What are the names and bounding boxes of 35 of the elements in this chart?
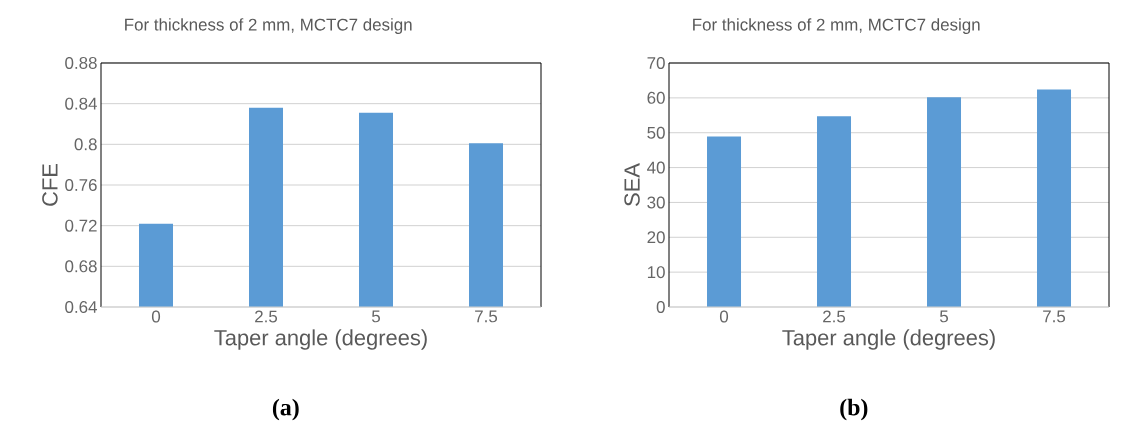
- y-tick-label: 60: [647, 91, 665, 104]
- y-tick-label: 20: [647, 231, 665, 244]
- bar: [707, 136, 742, 307]
- y-tick-label: 0.64: [65, 301, 97, 313]
- x-axis-title: Taper angle (degrees): [782, 329, 995, 350]
- y-tick-label: 0.68: [65, 260, 97, 273]
- text: (b): [840, 398, 868, 421]
- y-tick-label: 10: [647, 266, 665, 279]
- y-tick-label: 70: [647, 57, 665, 70]
- y-tick-label: 0.72: [65, 219, 97, 232]
- x-tick-label: 2.5: [255, 310, 278, 323]
- y-axis-title: CFE: [42, 164, 58, 206]
- x-tick-label: 5: [371, 310, 380, 323]
- x-tick-label: 7.5: [475, 310, 498, 323]
- y-tick-label: 0.88: [65, 57, 97, 69]
- bar: [927, 97, 962, 307]
- x-tick-label: 0: [151, 310, 161, 323]
- chart-title: For thickness of 2 mm, MCTC7 design: [693, 18, 980, 34]
- y-tick-label: 0.76: [65, 179, 97, 191]
- text: (a): [272, 398, 299, 421]
- y-tick-label: 30: [647, 196, 665, 209]
- x-tick-label: 5: [939, 310, 949, 323]
- y-tick-label: 0.8: [74, 138, 97, 151]
- bar: [1037, 89, 1072, 307]
- y-axis-title: SEA: [624, 163, 640, 206]
- y-tick-label: 50: [647, 126, 665, 139]
- x-tick-label: 2.5: [823, 310, 846, 323]
- x-tick-label: 0: [719, 310, 729, 323]
- y-tick-label: 0.84: [65, 97, 97, 110]
- y-tick-label: 0: [656, 301, 665, 313]
- x-axis-title: Taper angle (degrees): [214, 329, 427, 350]
- bar: [817, 116, 852, 307]
- y-tick-label: 40: [647, 161, 665, 174]
- chart-title: For thickness of 2 mm, MCTC7 design: [125, 18, 412, 34]
- x-tick-label: 7.5: [1043, 310, 1066, 323]
